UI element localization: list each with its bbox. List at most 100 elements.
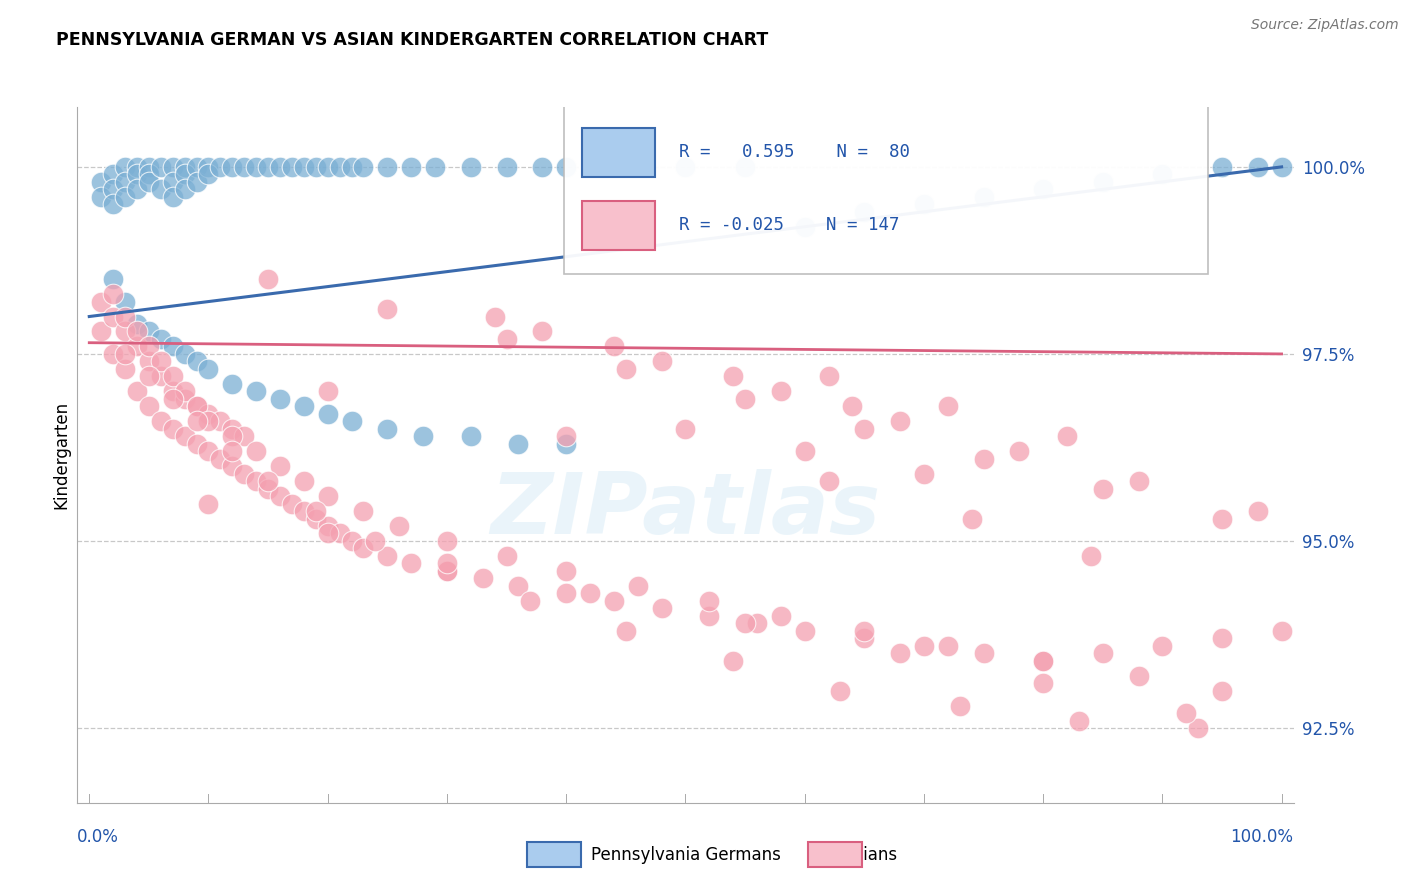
FancyBboxPatch shape — [582, 128, 655, 177]
Point — [375, 549, 398, 563]
Point — [125, 339, 148, 353]
Point — [1271, 160, 1294, 174]
Point — [221, 376, 243, 391]
Point — [186, 436, 208, 450]
Point — [399, 557, 422, 571]
Point — [375, 160, 398, 174]
Point — [973, 646, 995, 660]
Point — [484, 310, 506, 324]
Point — [305, 160, 328, 174]
Point — [197, 167, 219, 181]
Point — [769, 608, 792, 623]
Point — [316, 519, 339, 533]
Point — [257, 474, 280, 488]
Point — [173, 384, 195, 399]
Point — [114, 362, 136, 376]
Point — [197, 497, 219, 511]
Point — [245, 474, 267, 488]
Point — [114, 310, 136, 324]
Point — [316, 384, 339, 399]
FancyBboxPatch shape — [564, 103, 1208, 274]
Point — [173, 167, 195, 181]
Point — [412, 429, 434, 443]
Point — [186, 399, 208, 413]
Point — [734, 392, 756, 406]
Point — [973, 451, 995, 466]
Point — [1080, 549, 1102, 563]
Text: R = -0.025    N = 147: R = -0.025 N = 147 — [679, 217, 900, 235]
Point — [292, 160, 315, 174]
Point — [221, 444, 243, 458]
Point — [745, 616, 768, 631]
Point — [675, 160, 697, 174]
Point — [173, 182, 195, 196]
Point — [114, 294, 136, 309]
Point — [162, 422, 184, 436]
Point — [125, 182, 148, 196]
Point — [305, 511, 328, 525]
Point — [912, 639, 935, 653]
Point — [305, 504, 328, 518]
Point — [101, 167, 124, 181]
Point — [245, 384, 267, 399]
Point — [936, 399, 959, 413]
Point — [1247, 504, 1270, 518]
Point — [973, 190, 995, 204]
Point — [614, 362, 637, 376]
Point — [292, 474, 315, 488]
Point — [949, 698, 972, 713]
Point — [125, 317, 148, 331]
Point — [149, 182, 172, 196]
Point — [209, 160, 232, 174]
Point — [1211, 511, 1233, 525]
Point — [149, 160, 172, 174]
Point — [233, 467, 256, 481]
Point — [1032, 182, 1054, 196]
Point — [734, 160, 756, 174]
Point — [197, 414, 219, 428]
Point — [114, 160, 136, 174]
Point — [138, 167, 160, 181]
Point — [173, 429, 195, 443]
Point — [1152, 167, 1174, 181]
Text: R =   0.595    N =  80: R = 0.595 N = 80 — [679, 144, 910, 161]
Point — [912, 467, 935, 481]
Text: PENNSYLVANIA GERMAN VS ASIAN KINDERGARTEN CORRELATION CHART: PENNSYLVANIA GERMAN VS ASIAN KINDERGARTE… — [56, 31, 769, 49]
Point — [1211, 160, 1233, 174]
Point — [793, 219, 815, 234]
Point — [245, 444, 267, 458]
Point — [114, 325, 136, 339]
Text: 100.0%: 100.0% — [1230, 828, 1294, 846]
Point — [138, 175, 160, 189]
Point — [531, 160, 554, 174]
Point — [1091, 646, 1114, 660]
Point — [292, 399, 315, 413]
Point — [1067, 714, 1090, 728]
Point — [197, 444, 219, 458]
Point — [1187, 721, 1209, 735]
Point — [221, 429, 243, 443]
Point — [186, 414, 208, 428]
Point — [519, 594, 541, 608]
Point — [495, 160, 517, 174]
Point — [555, 564, 578, 578]
Point — [173, 160, 195, 174]
Point — [436, 564, 458, 578]
Point — [591, 160, 613, 174]
Point — [149, 414, 172, 428]
Point — [101, 347, 124, 361]
Point — [353, 504, 375, 518]
Point — [149, 332, 172, 346]
Point — [269, 160, 291, 174]
Point — [173, 347, 195, 361]
Point — [853, 422, 876, 436]
Point — [1128, 668, 1150, 682]
Point — [233, 429, 256, 443]
Point — [125, 325, 148, 339]
Point — [627, 579, 650, 593]
Point — [173, 392, 195, 406]
Point — [603, 594, 626, 608]
Point — [162, 384, 184, 399]
Point — [460, 429, 482, 443]
Point — [281, 160, 304, 174]
